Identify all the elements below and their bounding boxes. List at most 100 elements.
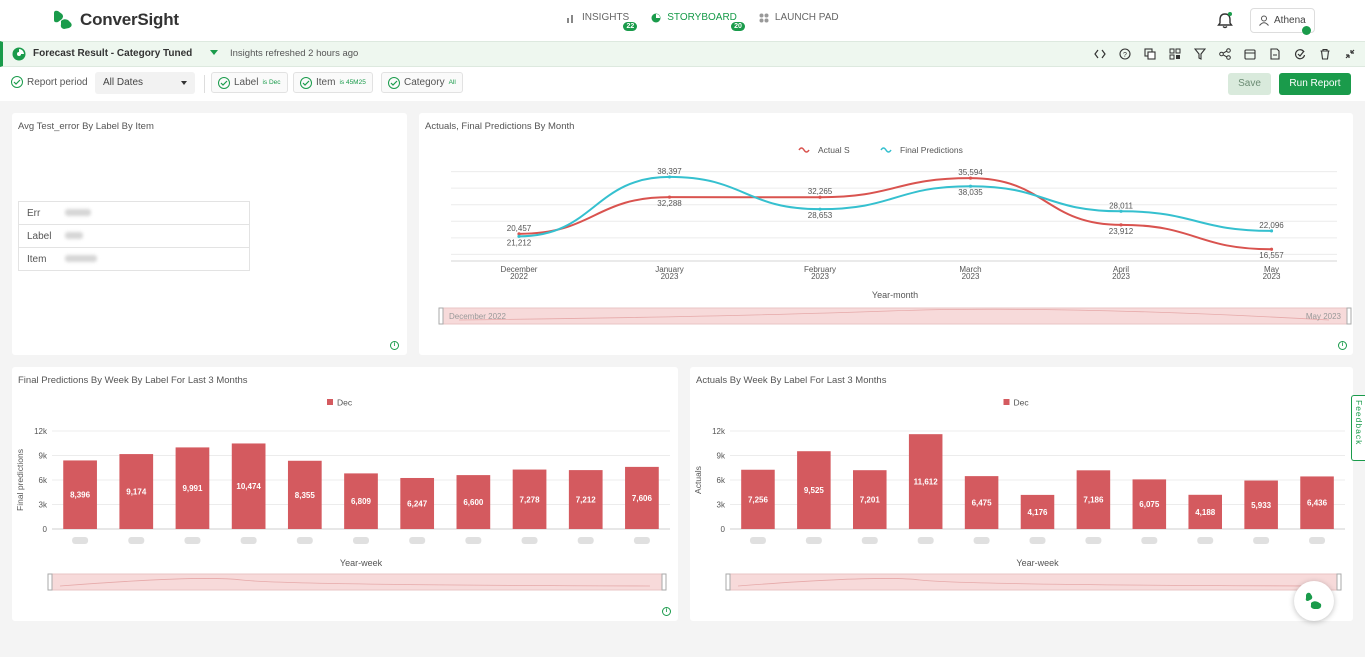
collapse-icon[interactable] <box>1343 47 1357 61</box>
redacted-value <box>56 201 250 225</box>
bar <box>63 460 97 529</box>
report-period-value: All Dates <box>103 77 144 88</box>
help-icon[interactable]: ? <box>1118 47 1132 61</box>
y-tick-label: 6k <box>39 476 48 485</box>
zoom-slider <box>727 573 1340 591</box>
report-period-select[interactable]: All Dates <box>95 72 195 94</box>
report-dropdown-icon[interactable] <box>210 50 218 55</box>
trash-icon[interactable] <box>1318 47 1332 61</box>
redacted-x-tick <box>296 537 313 544</box>
y-axis-title: Final predictions <box>15 449 25 511</box>
legend-marker <box>880 147 892 153</box>
weekly-predictions-panel: Final Predictions By Week By Label For L… <box>12 367 678 621</box>
filter-chip-item[interactable]: Item is 45M25 <box>293 72 373 93</box>
data-point <box>517 234 521 238</box>
save-button[interactable]: Save <box>1228 73 1271 95</box>
chat-assistant-icon <box>1305 592 1322 609</box>
row-key: Err <box>18 201 57 225</box>
bar <box>1188 494 1222 529</box>
copy-icon[interactable] <box>1143 47 1157 61</box>
zoom-handle-left <box>725 573 731 591</box>
table-row: Err <box>18 201 250 225</box>
report-period-filter[interactable]: Report period <box>11 76 88 88</box>
qr-icon[interactable] <box>1168 47 1182 61</box>
filter-icon[interactable] <box>1193 47 1207 61</box>
redacted-x-tick <box>577 537 594 544</box>
bar-value-label: 11,612 <box>914 478 939 487</box>
filter-chip-label[interactable]: Label is Dec <box>211 72 288 93</box>
bar <box>1076 470 1111 529</box>
redacted-x-tick <box>353 537 369 544</box>
nav-storyboard[interactable]: STORYBOARD 20 <box>651 12 745 31</box>
calendar-icon[interactable] <box>1243 47 1257 61</box>
filter-chip-item-value: is 45M25 <box>339 79 366 86</box>
redacted-x-tick <box>1309 537 1326 544</box>
report-title[interactable]: Forecast Result - Category Tuned <box>33 48 193 59</box>
info-icon[interactable]: i <box>390 341 399 350</box>
table-row: Item <box>18 247 250 271</box>
bar-value-label: 6,600 <box>463 498 484 507</box>
redacted-x-tick <box>1141 537 1158 544</box>
redacted-x-tick <box>861 537 878 544</box>
bar-value-label: 4,188 <box>1195 508 1216 517</box>
info-icon[interactable]: i <box>1338 341 1347 350</box>
x-tick-label: January <box>655 265 683 274</box>
chatbot-button[interactable] <box>1294 581 1334 621</box>
data-point <box>818 207 822 211</box>
filter-chip-category-text: Category <box>404 77 445 88</box>
series-line <box>518 175 1272 238</box>
row-key: Item <box>18 247 57 271</box>
nav-launch-pad[interactable]: LAUNCH PAD <box>759 12 839 23</box>
bar-value-label: 6,075 <box>1139 500 1160 509</box>
x-tick-label: February <box>804 265 836 274</box>
zoom-sparkline <box>59 578 651 587</box>
data-label: 16,557 <box>1259 251 1284 260</box>
user-name: Athena <box>1274 15 1306 26</box>
data-point <box>667 195 672 199</box>
legend-marker <box>798 147 810 153</box>
legend-label: Dec <box>1014 398 1030 408</box>
data-point <box>1119 209 1123 213</box>
data-point <box>1269 229 1274 233</box>
feedback-tab[interactable]: Feedback <box>1351 395 1365 461</box>
user-dropdown-icon[interactable] <box>1302 26 1311 35</box>
bar <box>1244 480 1278 529</box>
redacted-x-tick <box>240 537 257 544</box>
user-menu-button[interactable]: Athena <box>1250 8 1315 35</box>
conversight-logo-icon <box>54 10 72 29</box>
filter-bar: Report period All Dates Label is Dec Ite… <box>0 67 1365 101</box>
zoom-handle-right <box>1336 573 1342 591</box>
redacted-x-tick <box>917 537 934 544</box>
refresh-check-icon[interactable] <box>1293 47 1307 61</box>
bar-value-label: 6,436 <box>1307 499 1328 508</box>
redacted-x-tick <box>1085 537 1102 544</box>
bar-value-label: 7,278 <box>520 495 541 504</box>
legend-marker <box>1003 399 1010 405</box>
y-tick-label: 12k <box>712 427 726 436</box>
info-icon[interactable]: i <box>662 607 671 616</box>
zoom-sparkline <box>458 308 1330 321</box>
x-tick-label: April <box>1113 265 1129 274</box>
filter-chip-category[interactable]: Category All <box>381 72 463 93</box>
nav-insights-label: INSIGHTS <box>582 12 630 23</box>
bar-chart-icon <box>567 14 573 23</box>
data-label: 35,594 <box>958 168 983 177</box>
run-report-button[interactable]: Run Report <box>1279 73 1351 95</box>
bar <box>400 477 435 529</box>
report-header: Forecast Result - Category Tuned Insight… <box>0 41 1365 67</box>
panel-title: Final Predictions By Week By Label For L… <box>18 375 248 386</box>
data-point <box>1269 247 1274 251</box>
document-icon[interactable] <box>1268 47 1282 61</box>
panel-title: Avg Test_error By Label By Item <box>18 121 154 132</box>
main-nav: INSIGHTS 22 STORYBOARD 20 LAUNCH PAD <box>566 12 839 31</box>
notifications-bell-icon[interactable] <box>1217 12 1233 32</box>
bar <box>741 469 775 529</box>
bar <box>456 475 491 529</box>
logo[interactable]: ConverSight <box>52 10 179 30</box>
data-label: 28,011 <box>1109 201 1133 210</box>
nav-insights[interactable]: INSIGHTS 22 <box>566 12 638 31</box>
share-icon[interactable] <box>1218 47 1232 61</box>
code-icon[interactable] <box>1093 47 1107 61</box>
chart-legend: Actual S Final Predictions <box>798 145 963 155</box>
legend-label: Dec <box>337 398 353 408</box>
